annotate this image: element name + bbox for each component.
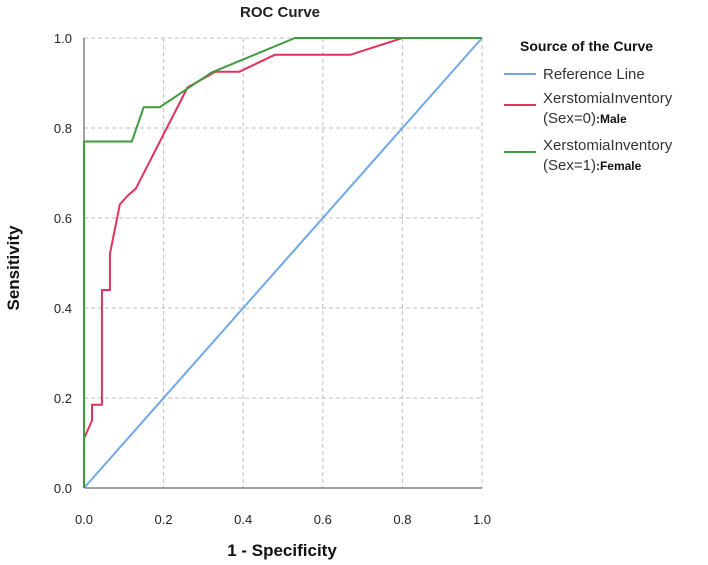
- series-line-2: [83, 37, 482, 488]
- plot-area: 0.0 0.2 0.4 0.6 0.8 1.0 0.0 0.2 0.4 0.6 0.8 1.0: [54, 31, 491, 527]
- y-tick-label: 0.0: [54, 481, 72, 496]
- legend-label-1: (Sex=0):Male: [543, 110, 627, 127]
- series-line-0: [83, 37, 483, 489]
- y-axis-title: Sensitivity: [4, 225, 23, 311]
- legend-suffix-2: :Female: [596, 159, 642, 173]
- x-tick-label: 1.0: [473, 512, 491, 527]
- legend-label-2: (Sex=1):Female: [543, 157, 642, 174]
- x-tick-label: 0.8: [393, 512, 411, 527]
- legend-suffix-1: :Male: [596, 112, 627, 126]
- y-tick-label: 1.0: [54, 31, 72, 46]
- legend-label-0: Reference Line: [543, 66, 645, 83]
- series-line-1: [83, 37, 482, 488]
- x-tick-label: 0.4: [234, 512, 252, 527]
- x-axis-title: 1 - Specificity: [227, 541, 337, 560]
- x-tick-label: 0.6: [314, 512, 332, 527]
- legend-label-2: XerstomiaInventory: [543, 137, 673, 154]
- legend-title: Source of the Curve: [520, 38, 653, 54]
- legend: Source of the Curve Reference Line Xersto…: [504, 38, 673, 174]
- y-tick-label: 0.6: [54, 211, 72, 226]
- legend-label-1: XerstomiaInventory: [543, 90, 673, 107]
- x-tick-label: 0.2: [155, 512, 173, 527]
- y-tick-label: 0.8: [54, 121, 72, 136]
- x-tick-label: 0.0: [75, 512, 93, 527]
- y-tick-label: 0.4: [54, 301, 72, 316]
- y-tick-label: 0.2: [54, 391, 72, 406]
- chart-title: ROC Curve: [240, 4, 320, 21]
